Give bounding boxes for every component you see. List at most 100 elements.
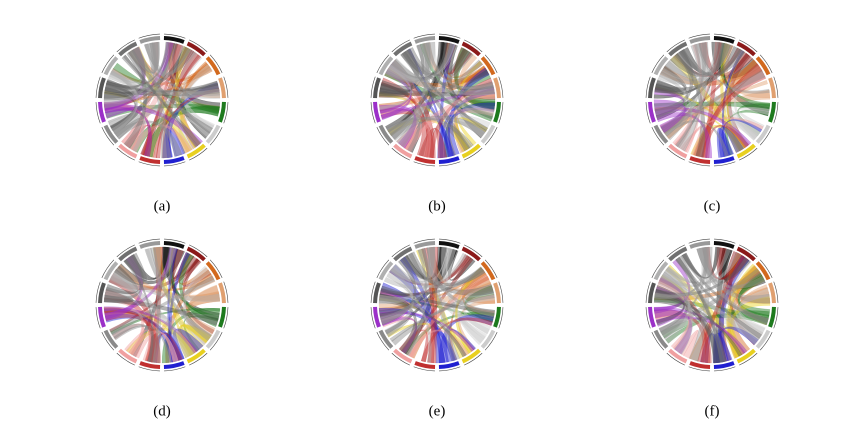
sector-arc — [713, 241, 735, 249]
chord — [380, 85, 495, 120]
chord — [110, 69, 146, 153]
sector-arc — [139, 241, 161, 249]
chord — [144, 293, 221, 363]
chord — [141, 43, 182, 157]
chord — [662, 267, 760, 345]
sector-ticks — [739, 39, 758, 53]
sector-arc — [648, 101, 656, 123]
chord — [715, 247, 731, 363]
sector-arc — [186, 348, 206, 364]
chord — [124, 252, 147, 282]
chord — [464, 285, 495, 323]
chord — [127, 330, 179, 363]
sector-ticks — [651, 54, 665, 73]
chord — [678, 48, 746, 77]
sector-ticks — [464, 352, 483, 366]
chord — [738, 273, 771, 318]
chord — [444, 42, 472, 75]
chord — [384, 65, 489, 88]
sector-arc — [414, 36, 436, 44]
chord-diagram — [645, 33, 779, 167]
chord — [379, 64, 412, 111]
chord — [390, 42, 431, 79]
chord — [454, 60, 483, 151]
chord — [121, 54, 202, 147]
chord — [679, 117, 764, 151]
chord — [378, 295, 467, 358]
chord — [426, 77, 494, 159]
chord — [114, 120, 183, 157]
chord — [738, 106, 770, 131]
sector-ticks — [189, 147, 208, 161]
chord — [127, 49, 214, 134]
chord — [401, 256, 474, 355]
chord — [378, 104, 417, 149]
chord — [402, 51, 489, 132]
chord — [124, 329, 152, 362]
chord — [726, 49, 745, 152]
chord — [152, 246, 162, 364]
chord — [678, 329, 699, 359]
chord — [660, 248, 731, 287]
chord — [406, 249, 427, 357]
sector-arc — [768, 101, 776, 123]
chord — [654, 106, 743, 152]
chord — [653, 294, 721, 364]
sector-arc — [103, 124, 119, 144]
chord — [729, 118, 763, 152]
chord — [380, 68, 412, 121]
chord — [107, 69, 221, 99]
chord — [665, 252, 742, 285]
sector-arc — [163, 156, 185, 164]
chord — [103, 307, 155, 363]
sector-arc — [438, 156, 460, 164]
sector-ticks — [391, 244, 410, 258]
sector-arc — [98, 77, 106, 99]
chord — [660, 42, 707, 132]
chord — [653, 309, 710, 364]
chord — [399, 256, 446, 364]
chord — [696, 247, 766, 289]
chord — [170, 247, 212, 341]
sector-ticks — [739, 352, 758, 366]
chord — [721, 119, 763, 158]
chord — [445, 42, 484, 79]
sector-ticks — [95, 76, 101, 98]
sector-ticks — [209, 127, 223, 146]
chord — [378, 293, 418, 355]
chord — [654, 49, 694, 119]
chord — [380, 282, 456, 363]
chord — [170, 127, 186, 157]
sector-ticks — [209, 259, 223, 278]
chord — [653, 306, 746, 355]
chord — [149, 332, 183, 363]
chord — [389, 264, 446, 364]
panel-caption: (a) — [154, 198, 171, 214]
chord — [108, 70, 215, 130]
chord — [103, 307, 196, 358]
chord — [104, 309, 211, 342]
chord — [681, 246, 721, 279]
chord — [380, 77, 428, 157]
chord — [385, 42, 456, 83]
sector-arc — [378, 124, 394, 144]
chord — [404, 107, 495, 152]
chord — [654, 257, 750, 297]
chord — [390, 57, 495, 120]
chords — [653, 41, 771, 159]
sector-ticks — [370, 102, 376, 124]
panel-caption: (f) — [705, 403, 720, 419]
sector-ticks — [666, 244, 685, 258]
sector-arc — [713, 36, 735, 44]
chord — [108, 267, 138, 292]
sector-arc — [648, 306, 656, 328]
chord — [147, 62, 211, 158]
chord — [379, 253, 470, 298]
sector-arc — [713, 156, 735, 164]
chord — [103, 66, 212, 108]
chord — [110, 323, 156, 363]
sector-ticks — [138, 238, 160, 244]
chord — [111, 80, 220, 138]
chord — [103, 41, 159, 109]
